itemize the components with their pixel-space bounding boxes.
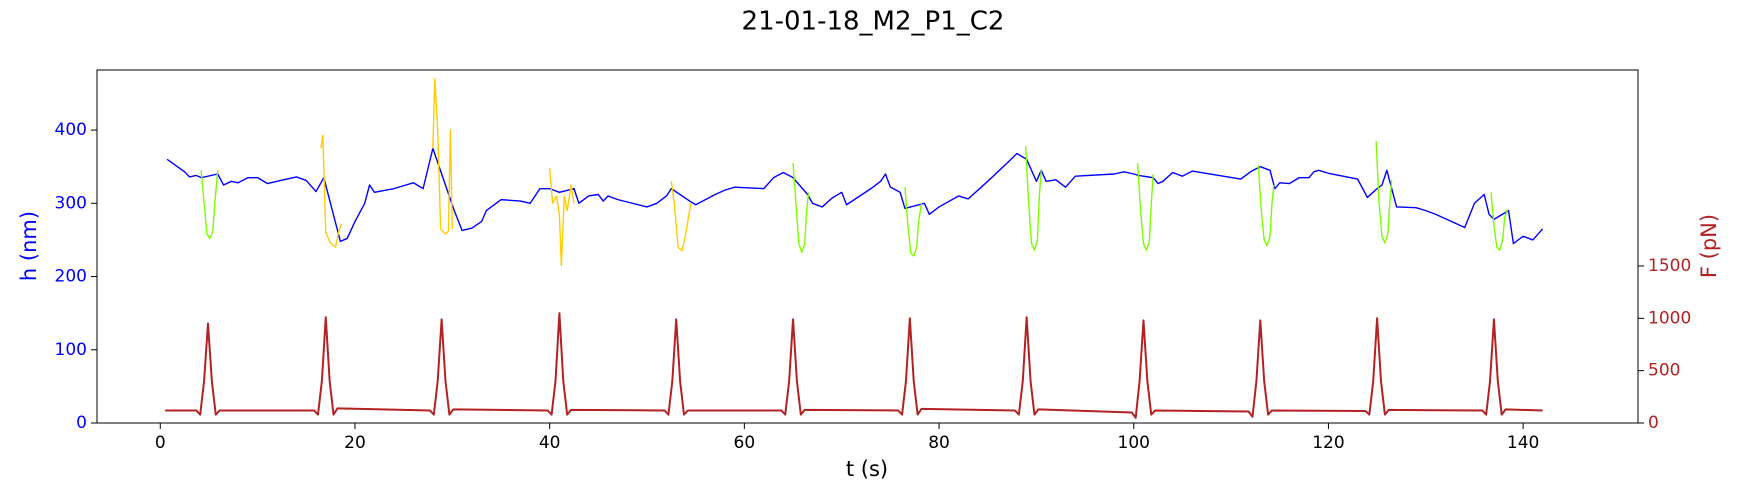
y-axis-label: h (nm) (17, 211, 41, 281)
x-axis-label: t (s) (846, 457, 888, 481)
x-tick-label: 60 (734, 433, 756, 453)
data-line (166, 147, 1544, 245)
x-tick-label: 20 (344, 433, 366, 453)
x-tick-label: 100 (1118, 433, 1150, 453)
plot-frame (96, 69, 1639, 424)
x-tick-label: 120 (1312, 433, 1344, 453)
x-tick-label: 80 (928, 433, 950, 453)
y-tick-label: 100 (55, 340, 87, 360)
y-tick-label: 200 (55, 267, 87, 287)
y2-tick-label: 500 (1648, 361, 1680, 381)
chart-title: 21-01-18_M2_P1_C2 (742, 7, 1005, 37)
y2-tick-label: 1000 (1648, 308, 1691, 328)
y2-axis-label: F (pN) (1697, 214, 1721, 278)
y-tick-label: 300 (55, 193, 87, 213)
y-tick-label: 0 (76, 413, 87, 433)
y-tick-label: 400 (55, 120, 87, 140)
data-line (165, 312, 1543, 419)
x-tick-label: 40 (539, 433, 561, 453)
x-tick-label: 0 (155, 433, 166, 453)
y2-tick-label: 0 (1648, 413, 1659, 433)
data-line (200, 141, 1509, 257)
x-tick-label: 140 (1507, 433, 1539, 453)
data-line (320, 78, 692, 267)
y2-tick-label: 1500 (1648, 256, 1691, 276)
